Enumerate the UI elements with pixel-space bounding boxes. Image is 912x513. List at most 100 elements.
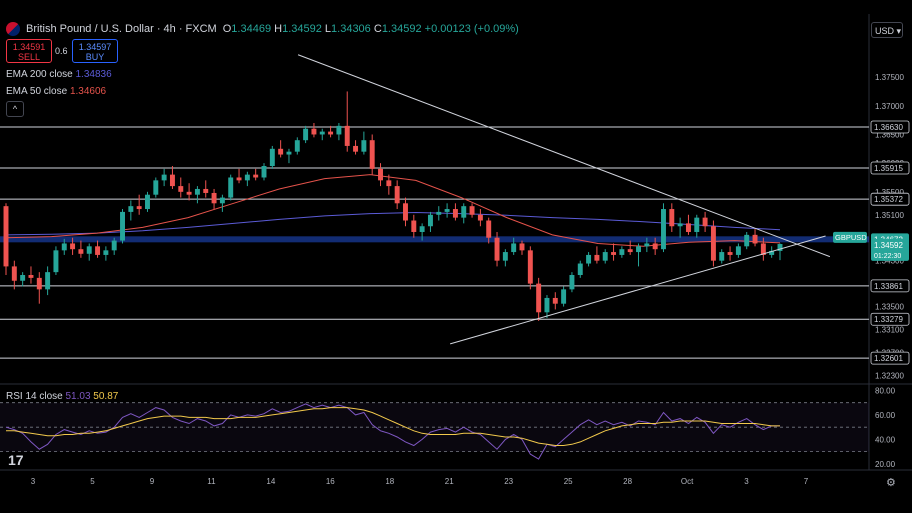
candle-body <box>627 249 633 253</box>
sell-price: 1.34591 <box>12 42 46 52</box>
change-value: +0.00123 (+0.09%) <box>424 23 519 35</box>
candle-body <box>103 250 109 255</box>
buy-button[interactable]: 1.34597 BUY <box>72 39 118 63</box>
time-tick-label: 3 <box>744 477 749 486</box>
lower-trendline <box>450 235 826 345</box>
candle-body <box>161 174 167 181</box>
upper-trendline <box>297 54 831 258</box>
chevron-down-icon: ▾ <box>896 26 902 36</box>
ema50-legend[interactable]: EMA 50 close 1.34606 <box>6 86 106 97</box>
candle-body <box>178 186 184 192</box>
candle-body <box>311 128 317 135</box>
price-tick-label: 1.32300 <box>875 371 904 380</box>
last-price-tag <box>871 238 909 261</box>
candle-body <box>128 206 134 212</box>
price-tick-label: 1.34300 <box>875 257 904 266</box>
gear-icon[interactable]: ⚙ <box>886 477 896 489</box>
candle-body <box>261 166 267 178</box>
candle-body <box>78 249 84 254</box>
ema200-line <box>5 211 781 236</box>
ema200-value: 1.34836 <box>75 69 112 80</box>
price-level-tag <box>870 351 910 365</box>
countdown-label: 01:22:30 <box>874 253 901 260</box>
candle-body <box>286 151 292 155</box>
symbol-header: British Pound / U.S. Dollar · 4h · FXCM … <box>6 22 519 36</box>
candle-body <box>294 140 300 152</box>
sell-button[interactable]: 1.34591 SELL <box>6 39 52 63</box>
candle-body <box>203 188 209 193</box>
open-value: 1.34469 <box>231 23 272 35</box>
time-axis[interactable]: 3 5 9 11 14 16 18 21 23 25 28 Oct 3 7 <box>31 477 809 486</box>
candle-body <box>269 148 275 167</box>
time-tick-label: 7 <box>804 477 809 486</box>
price-level-tag <box>870 120 910 134</box>
candle-body <box>752 234 758 244</box>
resistance-zone <box>0 236 869 243</box>
candle-body <box>677 223 683 227</box>
candle-body <box>136 206 142 210</box>
candle-body <box>452 209 458 218</box>
candle-body <box>319 131 325 135</box>
buy-price: 1.34597 <box>78 42 112 52</box>
trendlines[interactable] <box>297 54 831 345</box>
price-tick-label: 1.35500 <box>875 188 904 197</box>
time-tick-label: 16 <box>326 477 335 486</box>
chevron-up-icon[interactable]: ^ <box>6 101 24 117</box>
currency-selector[interactable]: USD ▾ <box>871 22 903 38</box>
candle-body <box>111 240 117 251</box>
candle-body <box>36 277 42 290</box>
ema50-line <box>5 174 781 247</box>
candle-body <box>469 206 475 215</box>
ema50-value: 1.34606 <box>69 86 107 97</box>
candle-body <box>669 209 675 227</box>
rsi-legend[interactable]: RSI 14 close 51.03 50.87 <box>6 391 118 402</box>
gbp-usd-flag-icon <box>6 22 20 36</box>
candle-body <box>527 250 533 284</box>
rsi-tick-label: 60.00 <box>875 411 896 420</box>
candle-body <box>303 128 309 141</box>
rsi-pane <box>0 402 869 460</box>
price-level-label: 1.33279 <box>874 315 903 324</box>
spread-value: 0.6 <box>55 46 68 56</box>
ema200-legend[interactable]: EMA 200 close 1.34836 <box>6 69 112 80</box>
candle-body <box>228 177 234 198</box>
candle-body <box>70 243 76 250</box>
candle-body <box>719 252 725 261</box>
symbol-tag <box>833 231 867 243</box>
candle-body <box>685 223 691 232</box>
low-label: L <box>324 23 332 35</box>
candle-body <box>561 289 567 304</box>
rsi-tick-label: 20.00 <box>875 460 896 469</box>
candle-body <box>11 266 17 281</box>
candles <box>3 91 783 321</box>
time-tick-label: Oct <box>681 477 694 486</box>
high-value: 1.34592 <box>282 23 322 35</box>
candle-body <box>153 180 159 195</box>
high-label: H <box>274 23 283 35</box>
candle-body <box>86 246 92 254</box>
rsi-tick-label: 40.00 <box>875 435 896 444</box>
candle-body <box>3 206 9 267</box>
candle-body <box>336 125 342 135</box>
time-tick-label: 9 <box>150 477 155 486</box>
last-price-label: 1.34592 <box>874 241 903 250</box>
symbol-title[interactable]: British Pound / U.S. Dollar · 4h · FXCM <box>26 23 217 35</box>
time-tick-label: 3 <box>31 477 36 486</box>
candle-body <box>278 148 284 155</box>
candle-body <box>511 243 517 253</box>
candle-body <box>777 244 783 251</box>
close-label: C <box>373 23 382 35</box>
candle-body <box>344 125 350 146</box>
moving-averages <box>5 174 781 247</box>
price-tick-label: 1.35100 <box>875 211 904 220</box>
price-axis[interactable]: 1.375001.370001.365001.360001.355001.351… <box>833 73 910 469</box>
price-level-tag <box>870 312 910 326</box>
candle-body <box>219 197 225 204</box>
candle-body <box>594 254 600 261</box>
candle-body <box>169 174 175 187</box>
grid <box>0 14 912 471</box>
close-value: 1.34592 <box>381 23 422 35</box>
candle-body <box>602 252 608 261</box>
currency-label: USD <box>875 26 895 36</box>
